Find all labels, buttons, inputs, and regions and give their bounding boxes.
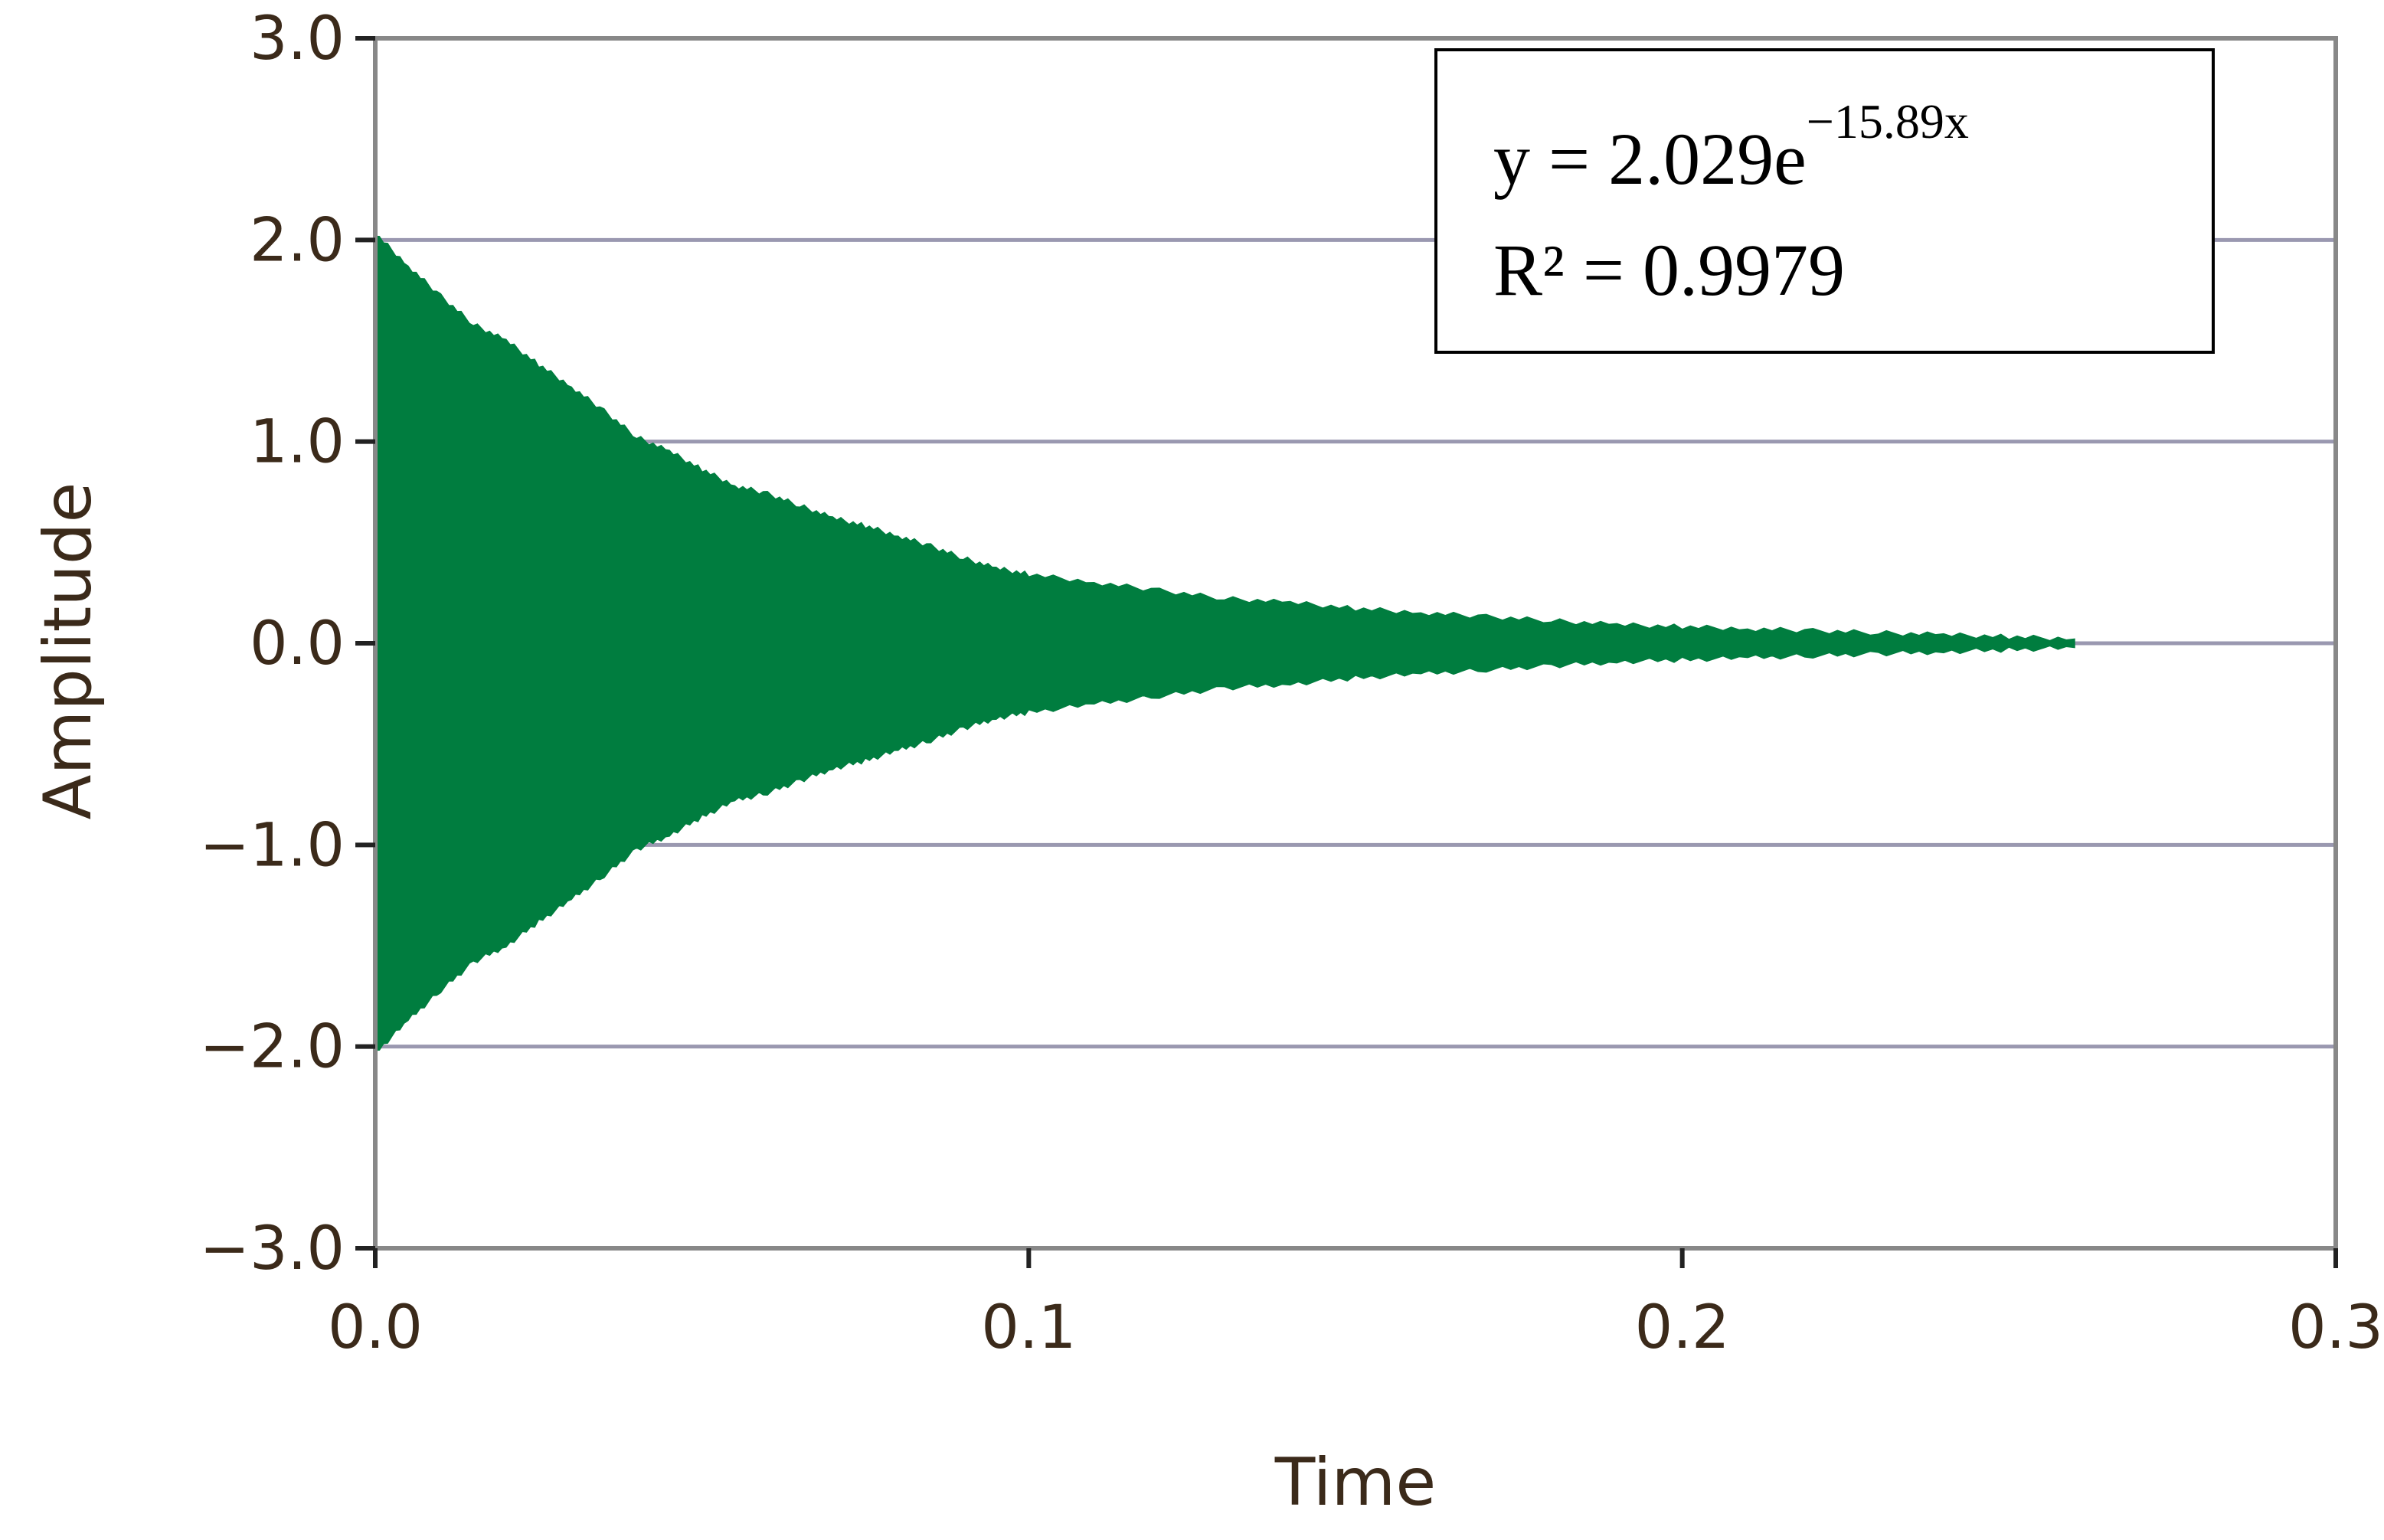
fit-annotation-box: [1434, 48, 2215, 354]
x-tick-label: 0.3: [2288, 1293, 2383, 1362]
x-tick-label: 0.0: [328, 1293, 423, 1362]
x-tick-label: 0.1: [981, 1293, 1076, 1362]
fit-equation-exponent: −15.89x: [1807, 94, 1969, 149]
y-tick-label: 1.0: [250, 408, 345, 477]
series-envelope: [374, 235, 2075, 1051]
fit-r-squared: R² = 0.9979: [1493, 229, 1845, 311]
y-tick-label: −1.0: [200, 811, 345, 880]
y-axis-title: Amplitude: [30, 482, 106, 820]
x-tick-label: 0.2: [1635, 1293, 1730, 1362]
fit-annotation: y = 2.029e−15.89x R² = 0.9979: [1434, 48, 2215, 354]
y-tick-label: 0.0: [250, 610, 345, 678]
fit-equation: y = 2.029e−15.89x: [1493, 94, 1969, 200]
y-tick-label: 3.0: [250, 5, 345, 74]
series-layer: [374, 235, 2075, 1051]
y-tick-label: 2.0: [250, 206, 345, 275]
y-tick-label: −3.0: [200, 1215, 345, 1283]
fit-equation-base: y = 2.029e: [1493, 118, 1807, 200]
y-tick-label: −2.0: [200, 1013, 345, 1082]
axes: 3.0 2.0 1.0 0.0 −1.0 −2.0 −3.0 0.0 0.1 0.2 0.3: [200, 5, 2383, 1362]
x-axis-title: Time: [1274, 1444, 1436, 1521]
